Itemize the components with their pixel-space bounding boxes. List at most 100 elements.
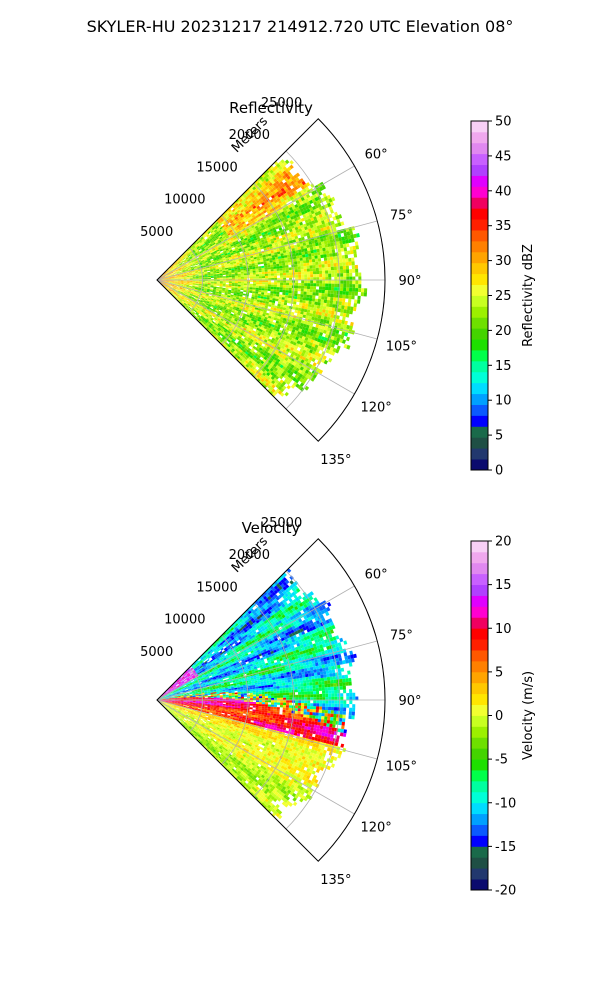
radar-cell [238,202,243,207]
radar-cell [191,260,195,263]
radar-cell [314,255,318,259]
radar-cell [283,181,288,186]
radar-cell [218,255,222,258]
radar-cell [257,224,261,228]
radar-cell [357,295,361,300]
radar-cell [208,253,212,256]
radar-cell [345,291,349,296]
radar-cell [172,270,176,273]
radar-cell [287,166,292,172]
radar-cell [269,236,273,240]
radar-cell [265,169,270,174]
radar-cell [270,216,275,221]
radar-cell [264,217,268,222]
radar-cell [227,252,231,255]
radar-cell [192,262,196,265]
radar-cell [267,273,271,276]
radar-cell [273,289,277,292]
radar-cell [176,259,179,262]
radar-cell [349,284,353,288]
radar-cell [189,257,193,260]
radar-cell [172,270,176,272]
radar-cell [305,300,309,304]
radar-cell [159,277,163,279]
radar-cell [317,210,322,215]
radar-cell [318,261,322,265]
radar-cell [305,212,310,217]
radar-cell [256,216,261,221]
radar-cell [210,245,214,248]
radar-cell [234,281,238,284]
radar-cell [340,269,344,274]
radar-cell [268,206,272,211]
radar-cell [258,184,263,189]
radar-cell [312,265,316,269]
radar-cell [328,249,333,254]
colorbar-segment [471,382,488,395]
radar-cell [256,229,261,233]
radar-cell [318,191,323,196]
radar-cell [235,208,240,212]
radar-cell [327,296,331,301]
radar-cell [336,262,340,267]
radar-cell [166,271,170,274]
radar-cell [254,264,259,267]
radar-cell [303,195,308,200]
radar-cell [216,222,220,227]
radar-cell [284,257,288,261]
radar-cell [259,228,263,232]
radar-cell [275,176,280,181]
radar-cell [342,258,346,263]
colorbar-tick-label: 0 [495,464,503,479]
radar-cell [278,212,283,217]
radar-cell [261,207,266,212]
radar-cell [203,231,207,235]
radar-cell [258,274,262,277]
radar-cell [254,232,259,236]
radar-cell [210,224,214,228]
radar-cell [237,284,241,287]
radar-cell [266,210,271,215]
radar-cell [234,216,239,220]
radar-cell [182,257,186,260]
radar-cell [314,298,319,302]
radar-cell [287,257,291,260]
radar-cell [241,211,246,215]
radar-cell [168,268,171,271]
radar-cell [313,307,317,312]
radar-cell [276,284,280,288]
radar-cell [246,243,250,246]
radar-cell [240,281,244,284]
radar-cell [355,268,359,273]
radar-cell [173,265,176,268]
radar-cell [184,267,188,269]
radar-cell [240,271,244,274]
radar-cell [306,262,310,266]
radar-cell [295,272,299,275]
radar-cell [221,255,226,258]
radar-cell [167,273,171,276]
radar-cell [328,286,332,291]
radar-cell [252,227,256,231]
radar-cell [315,267,319,272]
radar-cell [278,200,283,204]
radar-cell [294,269,298,273]
radar-cell [263,228,267,233]
radar-cell [306,286,311,290]
radar-cell [246,198,251,202]
radar-cell [210,252,214,255]
radar-cell [205,229,209,233]
radar-cell [185,262,189,265]
radar-cell [213,282,217,284]
radar-cell [307,211,312,216]
radar-cell [201,238,205,241]
radar-cell [244,233,249,237]
radar-cell [215,248,219,251]
radar-cell [229,249,233,253]
radar-cell [247,238,251,242]
radar-cell [257,238,261,242]
radar-cell [185,251,188,254]
radar-cell [186,264,190,267]
radar-cell [299,201,304,206]
radar-cell [336,259,340,263]
